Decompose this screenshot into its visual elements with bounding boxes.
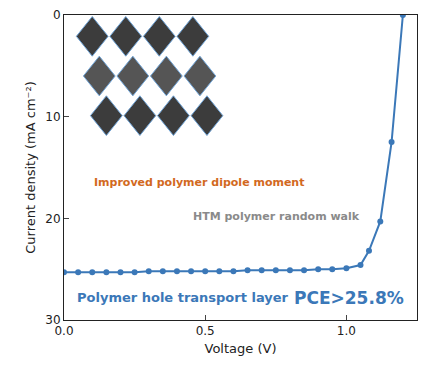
svg-text:PCE>25.8%: PCE>25.8% bbox=[294, 288, 404, 308]
svg-text:30: 30 bbox=[45, 313, 60, 327]
svg-text:Voltage (V): Voltage (V) bbox=[205, 341, 277, 356]
svg-text:Polymer hole transport layer: Polymer hole transport layer bbox=[77, 290, 289, 305]
svg-text:Improved polymer dipole moment: Improved polymer dipole moment bbox=[94, 176, 304, 189]
svg-text:0.0: 0.0 bbox=[54, 324, 73, 338]
svg-text:HTM polymer random walk: HTM polymer random walk bbox=[193, 210, 360, 223]
svg-text:20: 20 bbox=[45, 212, 60, 226]
svg-text:10: 10 bbox=[45, 110, 60, 124]
svg-text:0: 0 bbox=[53, 8, 61, 22]
svg-text:0.5: 0.5 bbox=[196, 324, 215, 338]
svg-text:1.0: 1.0 bbox=[337, 324, 356, 338]
svg-text:Current density (mA cm⁻²): Current density (mA cm⁻²) bbox=[23, 81, 38, 253]
